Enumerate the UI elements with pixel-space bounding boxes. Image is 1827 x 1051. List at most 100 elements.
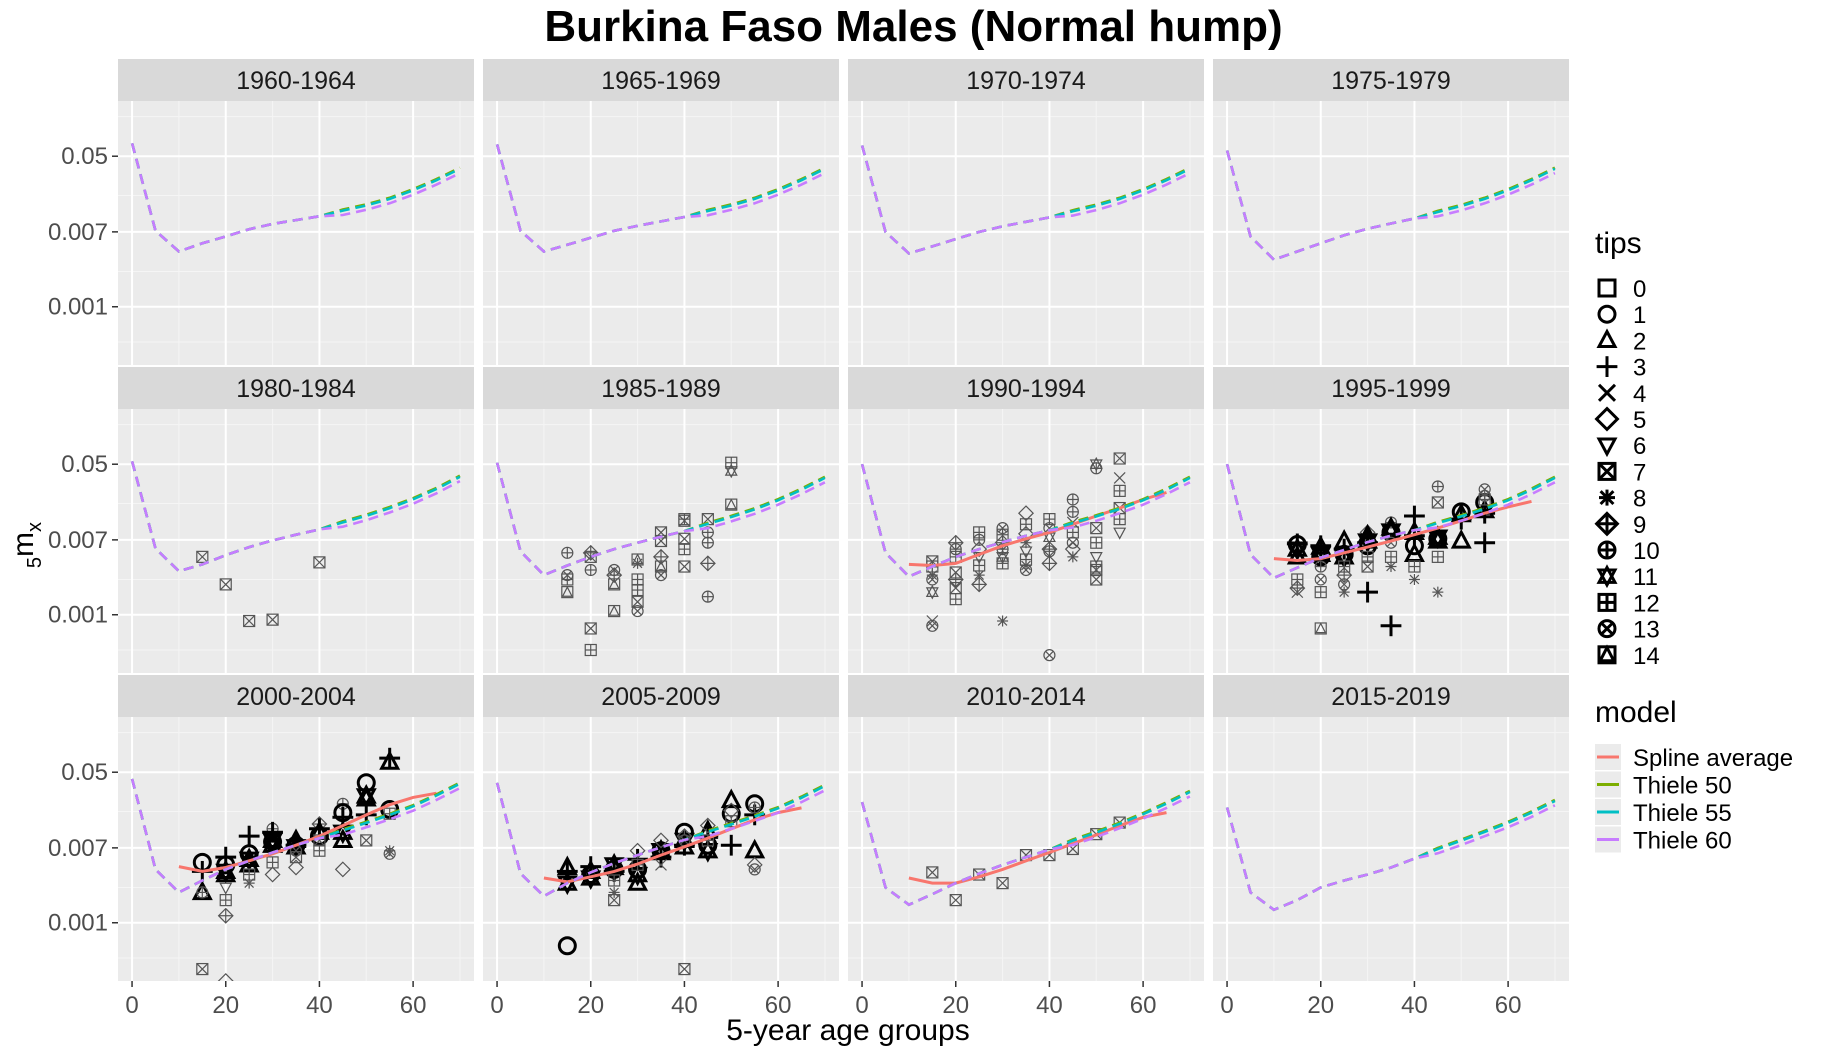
data-point — [1314, 573, 1327, 586]
data-point — [289, 851, 303, 864]
data-point — [334, 861, 351, 878]
legend-tips-label: 4 — [1633, 381, 1646, 408]
facet-strip-label: 2010-2014 — [966, 683, 1086, 711]
data-point — [196, 550, 209, 563]
facet-strip — [118, 367, 474, 409]
legend-tips-key — [1597, 304, 1617, 324]
facet-strip — [1213, 367, 1569, 409]
data-point — [1408, 560, 1421, 573]
data-point — [926, 615, 939, 627]
facet-panel: 1975-1979 — [1213, 59, 1569, 365]
data-point — [1404, 536, 1424, 556]
facet-panel: 2010-2014 0 20 40 60 — [848, 675, 1204, 1019]
spline-average-line — [908, 491, 1167, 568]
facet-panel: 1995-1999 — [1213, 367, 1569, 673]
data-point — [627, 871, 649, 891]
thiele-60-line — [130, 142, 461, 253]
facet-panel: 1965-1969 — [483, 59, 839, 365]
facet-strip — [483, 675, 839, 717]
legend-tips-key — [1597, 278, 1617, 298]
x-tick-label: 20 — [942, 992, 969, 1019]
data-point — [678, 543, 691, 556]
data-point — [1431, 496, 1444, 509]
data-point — [678, 514, 691, 527]
data-point — [1432, 586, 1444, 598]
facet-panel: 1960-1964 0.05 0.007 0.001 — [48, 59, 474, 365]
data-point — [1450, 529, 1472, 549]
data-point — [360, 834, 373, 847]
data-point — [1385, 561, 1397, 573]
data-point — [949, 593, 962, 606]
thiele-60-line — [1225, 150, 1556, 262]
data-point — [332, 828, 354, 849]
data-point — [356, 773, 376, 793]
data-point — [1019, 546, 1033, 559]
data-point — [1427, 529, 1449, 549]
data-point — [383, 847, 396, 860]
data-point — [1336, 567, 1353, 584]
data-point — [631, 604, 644, 618]
data-point — [1478, 493, 1491, 506]
panel-background — [483, 101, 839, 365]
facet-strip-label: 1980-1984 — [236, 375, 356, 403]
data-point — [1089, 552, 1103, 565]
facet-panel: 1980-1984 0.05 0.007 0.001 — [48, 367, 474, 673]
data-point — [1113, 484, 1126, 497]
y-tick-label: 0.001 — [48, 602, 108, 629]
legend-tips-label: 13 — [1633, 617, 1660, 644]
x-tick-label: 60 — [1130, 992, 1157, 1019]
data-point — [1043, 545, 1056, 558]
thiele-60-line — [860, 795, 1191, 907]
data-point — [699, 555, 716, 572]
data-point — [243, 614, 256, 628]
panel-background — [118, 101, 474, 365]
data-point — [286, 835, 306, 855]
data-point — [608, 874, 621, 887]
data-point — [1408, 573, 1420, 585]
data-point — [191, 880, 213, 901]
data-point — [215, 862, 237, 883]
data-point — [584, 643, 597, 657]
data-point — [584, 563, 597, 577]
data-point — [748, 801, 761, 814]
data-point — [926, 619, 939, 632]
data-point — [701, 536, 714, 549]
spline-average-line — [1273, 499, 1532, 563]
x-tick-label: 40 — [1036, 992, 1063, 1019]
data-point — [1478, 483, 1491, 496]
thiele-60-line — [130, 778, 461, 894]
thiele-60-line — [1225, 804, 1556, 912]
data-point — [1090, 573, 1103, 586]
x-tick-label: 20 — [1307, 992, 1334, 1019]
x-tick-label: 40 — [1401, 992, 1428, 1019]
data-point — [1090, 462, 1103, 475]
y-tick-label: 0.05 — [61, 143, 108, 170]
data-point — [997, 615, 1009, 627]
thiele-60-line — [495, 782, 826, 898]
data-point — [748, 863, 761, 876]
facet-strip-label: 2000-2004 — [236, 683, 356, 711]
legend-tips-key — [1597, 592, 1617, 612]
data-point — [1474, 532, 1496, 554]
facet-strip-label: 1960-1964 — [236, 67, 356, 95]
data-point — [266, 613, 279, 626]
legend-tips-title: tips — [1595, 227, 1642, 260]
data-point — [973, 569, 985, 581]
facet-strip — [118, 675, 474, 717]
legend-tips-key — [1596, 437, 1618, 458]
panel-data — [130, 747, 461, 981]
facet-panel: 1985-1989 — [483, 367, 839, 673]
facet-strip — [1213, 59, 1569, 101]
facet-strip-label: 1965-1969 — [601, 67, 721, 95]
legend-tips-label: 8 — [1633, 486, 1646, 513]
data-point — [1041, 555, 1058, 572]
data-point — [313, 844, 326, 857]
data-point — [217, 973, 234, 981]
data-point — [1291, 586, 1304, 599]
facet-strip — [1213, 675, 1569, 717]
legend-tips-key — [1597, 461, 1617, 481]
y-tick-label: 0.001 — [48, 910, 108, 937]
panel-data — [495, 782, 826, 976]
facet-strip-label: 1975-1979 — [1331, 67, 1451, 95]
